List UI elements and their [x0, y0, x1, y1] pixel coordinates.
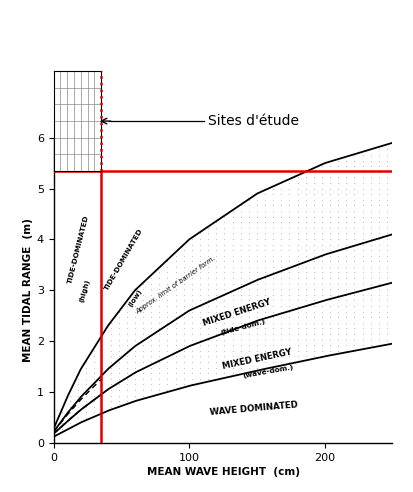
Y-axis label: MEAN TIDAL RANGE  (m): MEAN TIDAL RANGE (m) [23, 218, 33, 362]
Text: TIDE-DOMINATED: TIDE-DOMINATED [104, 228, 145, 292]
Text: TIDE-DOMINATED: TIDE-DOMINATED [66, 215, 90, 284]
Text: (wave-dom.): (wave-dom.) [242, 364, 294, 379]
Text: Sites d'étude: Sites d'étude [209, 114, 299, 128]
Text: MIXED ENERGY: MIXED ENERGY [221, 347, 292, 370]
Text: Approx. limit of barrier form.: Approx. limit of barrier form. [135, 255, 216, 315]
Text: MIXED ENERGY: MIXED ENERGY [202, 298, 272, 328]
Text: (high): (high) [78, 278, 91, 303]
Text: WAVE DOMINATED: WAVE DOMINATED [210, 400, 299, 417]
Text: (low): (low) [127, 288, 143, 308]
Text: (tide-dom.): (tide-dom.) [220, 318, 266, 336]
X-axis label: MEAN WAVE HEIGHT  (cm): MEAN WAVE HEIGHT (cm) [147, 467, 299, 477]
